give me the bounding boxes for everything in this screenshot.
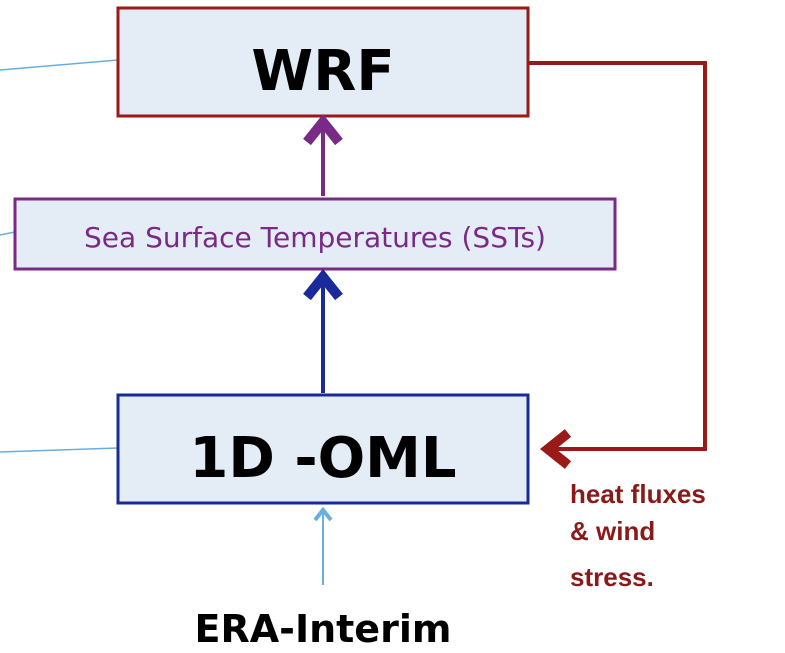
oml-label: 1D -OML	[189, 426, 456, 491]
feedback-label: heat fluxes	[570, 479, 706, 509]
oml-box	[116, 393, 530, 505]
wrf-label: WRF	[251, 39, 394, 104]
connector	[0, 59, 119, 71]
feedback-arrow	[528, 61, 707, 469]
feedback-label: & wind	[570, 516, 655, 546]
connector	[0, 231, 16, 236]
sst-box	[13, 197, 617, 271]
sst-label: Sea Surface Temperatures (SSTs)	[84, 221, 546, 254]
feedback-label: stress.	[570, 562, 654, 592]
wrf-box	[116, 6, 530, 118]
connector	[0, 447, 119, 453]
era-label: ERA-Interim	[195, 607, 452, 651]
